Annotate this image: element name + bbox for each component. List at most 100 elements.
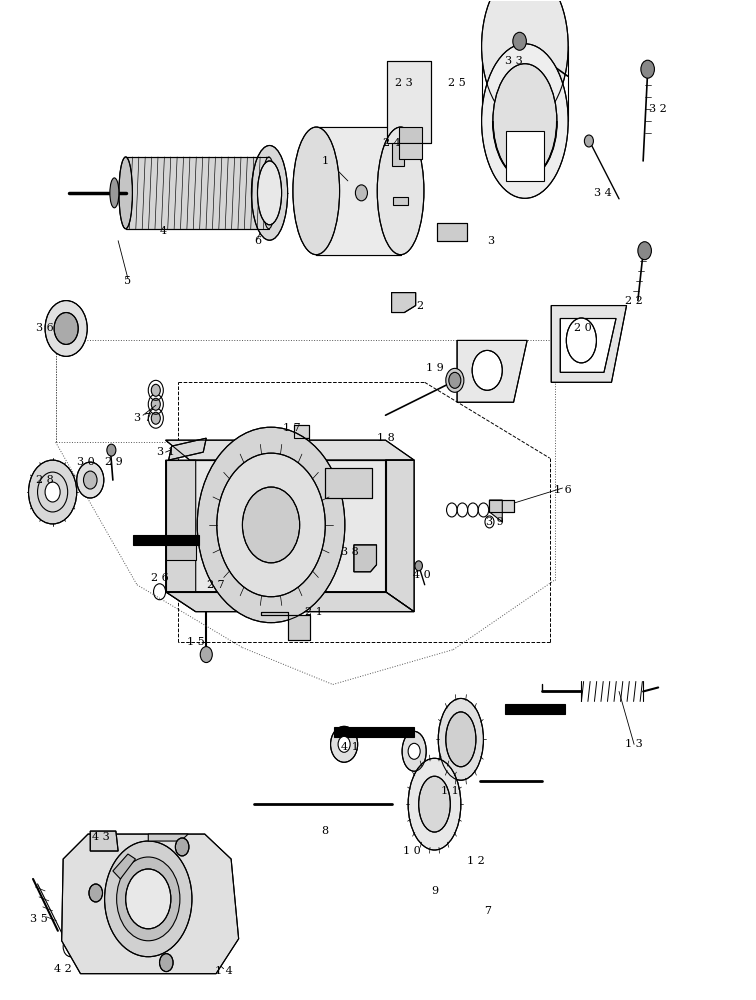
- Text: 1 4: 1 4: [215, 966, 232, 976]
- Circle shape: [151, 398, 160, 410]
- Polygon shape: [387, 61, 431, 143]
- Circle shape: [408, 743, 420, 759]
- Text: 1 1: 1 1: [441, 786, 458, 796]
- Polygon shape: [90, 831, 118, 851]
- Text: 3 8: 3 8: [340, 547, 358, 557]
- Polygon shape: [399, 127, 422, 143]
- Polygon shape: [334, 727, 414, 737]
- Text: 2 8: 2 8: [36, 475, 54, 485]
- Polygon shape: [166, 460, 386, 592]
- Polygon shape: [437, 223, 467, 241]
- Circle shape: [243, 487, 299, 563]
- Text: 3 4: 3 4: [593, 188, 612, 198]
- Text: 3 2: 3 2: [649, 104, 667, 114]
- Polygon shape: [148, 834, 188, 841]
- Text: 2 5: 2 5: [448, 78, 466, 88]
- Ellipse shape: [408, 758, 461, 850]
- Circle shape: [76, 462, 104, 498]
- Polygon shape: [393, 197, 408, 205]
- Circle shape: [151, 384, 160, 396]
- Polygon shape: [113, 854, 135, 879]
- Text: 1 7: 1 7: [283, 423, 300, 433]
- Text: 2: 2: [416, 301, 423, 311]
- Circle shape: [638, 242, 652, 260]
- Polygon shape: [262, 612, 310, 640]
- Ellipse shape: [482, 0, 569, 124]
- Text: 3: 3: [488, 236, 494, 246]
- Text: 1: 1: [322, 156, 329, 166]
- Circle shape: [29, 460, 76, 524]
- Ellipse shape: [438, 698, 483, 780]
- Text: 1 3: 1 3: [625, 739, 643, 749]
- Polygon shape: [166, 440, 414, 460]
- Text: 5: 5: [125, 276, 132, 286]
- Ellipse shape: [377, 127, 424, 255]
- Polygon shape: [133, 535, 199, 545]
- Circle shape: [160, 954, 173, 972]
- Polygon shape: [399, 143, 422, 159]
- Polygon shape: [299, 438, 308, 445]
- Ellipse shape: [419, 776, 451, 832]
- Polygon shape: [316, 127, 401, 255]
- Ellipse shape: [252, 145, 287, 240]
- Text: 2 9: 2 9: [106, 457, 123, 467]
- Circle shape: [89, 884, 103, 902]
- Circle shape: [513, 32, 526, 50]
- Circle shape: [151, 412, 160, 424]
- Ellipse shape: [482, 44, 569, 198]
- Circle shape: [107, 444, 116, 456]
- Circle shape: [45, 301, 87, 356]
- Text: 6: 6: [254, 236, 261, 246]
- Circle shape: [449, 372, 461, 388]
- Ellipse shape: [566, 318, 596, 363]
- Text: 4 0: 4 0: [413, 570, 431, 580]
- Circle shape: [68, 943, 73, 951]
- Polygon shape: [392, 293, 416, 313]
- Ellipse shape: [119, 157, 132, 229]
- Polygon shape: [166, 542, 196, 560]
- Text: 2 0: 2 0: [574, 323, 592, 333]
- Text: 1 9: 1 9: [426, 363, 443, 373]
- Circle shape: [330, 726, 358, 762]
- Circle shape: [584, 135, 593, 147]
- Circle shape: [415, 561, 423, 571]
- Circle shape: [355, 185, 367, 201]
- Circle shape: [197, 427, 345, 623]
- Text: 8: 8: [322, 826, 329, 836]
- Text: 3 6: 3 6: [36, 323, 54, 333]
- Circle shape: [45, 482, 60, 502]
- Circle shape: [104, 841, 192, 957]
- Circle shape: [641, 60, 655, 78]
- Circle shape: [338, 736, 350, 752]
- Polygon shape: [504, 704, 565, 714]
- Text: 2 7: 2 7: [207, 580, 225, 590]
- Text: 7: 7: [484, 906, 491, 916]
- Circle shape: [200, 647, 212, 663]
- Polygon shape: [386, 460, 414, 612]
- Text: 1 8: 1 8: [376, 433, 395, 443]
- Polygon shape: [166, 592, 414, 612]
- Circle shape: [125, 869, 171, 929]
- Circle shape: [472, 350, 502, 390]
- Text: 1 5: 1 5: [187, 637, 205, 647]
- Text: 1 2: 1 2: [467, 856, 485, 866]
- Text: 4: 4: [160, 226, 167, 236]
- Text: 2 6: 2 6: [150, 573, 169, 583]
- Ellipse shape: [493, 64, 557, 178]
- Polygon shape: [62, 834, 239, 974]
- Circle shape: [217, 453, 325, 597]
- Text: 2 4: 2 4: [383, 138, 401, 148]
- Polygon shape: [293, 425, 308, 438]
- Text: 4 2: 4 2: [54, 964, 72, 974]
- Text: 1 0: 1 0: [403, 846, 421, 856]
- Polygon shape: [354, 545, 376, 572]
- Text: 3 5: 3 5: [30, 914, 48, 924]
- Polygon shape: [457, 340, 527, 402]
- Polygon shape: [506, 131, 544, 181]
- Ellipse shape: [293, 127, 339, 255]
- Polygon shape: [489, 500, 502, 522]
- Text: 4 1: 4 1: [340, 742, 358, 752]
- Circle shape: [446, 368, 464, 392]
- Circle shape: [54, 313, 78, 344]
- Circle shape: [83, 471, 97, 489]
